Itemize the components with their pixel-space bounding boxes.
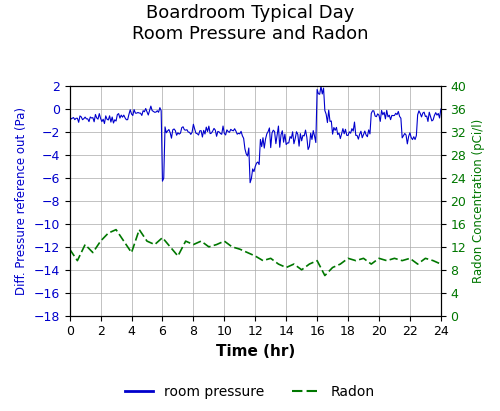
- room pressure: [70, 115, 76, 120]
- Radon: [353, 258, 359, 263]
- room pressure: [318, 84, 324, 89]
- Radon: [345, 256, 351, 261]
- Radon: [167, 245, 173, 249]
- Radon: [198, 239, 204, 244]
- Y-axis label: Diff. Pressure reference out (Pa): Diff. Pressure reference out (Pa): [15, 107, 28, 295]
- Radon: [376, 256, 382, 261]
- Radon: [291, 262, 297, 267]
- Radon: [392, 256, 398, 261]
- Radon: [222, 239, 228, 244]
- Radon: [175, 254, 181, 259]
- Radon: [244, 250, 250, 255]
- room pressure: [122, 115, 128, 120]
- Radon: [229, 245, 235, 249]
- room pressure: [190, 122, 196, 127]
- Radon: [152, 242, 158, 247]
- Radon: [283, 265, 289, 270]
- Radon: [399, 258, 405, 263]
- room pressure: [362, 129, 368, 134]
- Radon: [82, 242, 88, 247]
- Radon: [260, 258, 266, 263]
- Radon: [430, 258, 436, 263]
- Radon: [182, 239, 188, 244]
- Radon: [268, 256, 274, 261]
- Radon: [407, 256, 413, 261]
- Radon: [414, 262, 420, 267]
- Legend: room pressure, Radon: room pressure, Radon: [120, 379, 380, 404]
- Radon: [74, 258, 80, 263]
- Radon: [276, 262, 281, 267]
- Line: Radon: Radon: [70, 230, 441, 275]
- room pressure: [84, 116, 89, 121]
- Radon: [330, 265, 336, 270]
- Y-axis label: Radon Concentration (pCi/l): Radon Concentration (pCi/l): [472, 119, 485, 283]
- Radon: [298, 267, 304, 272]
- room pressure: [247, 180, 253, 185]
- Radon: [338, 262, 344, 267]
- Radon: [206, 245, 212, 249]
- Radon: [322, 273, 328, 278]
- Radon: [214, 242, 220, 247]
- Radon: [98, 239, 103, 244]
- Radon: [90, 250, 96, 255]
- Line: room pressure: room pressure: [70, 86, 441, 183]
- Radon: [306, 262, 312, 267]
- Radon: [144, 239, 150, 244]
- Radon: [360, 256, 366, 261]
- Radon: [384, 258, 390, 263]
- Radon: [237, 247, 243, 252]
- room pressure: [248, 176, 254, 181]
- Radon: [121, 239, 127, 244]
- Radon: [190, 242, 196, 247]
- Radon: [66, 247, 72, 252]
- Radon: [368, 262, 374, 267]
- Radon: [113, 227, 119, 232]
- Radon: [314, 258, 320, 263]
- Radon: [106, 231, 112, 236]
- Radon: [422, 256, 428, 261]
- Radon: [128, 250, 134, 255]
- Radon: [160, 235, 166, 240]
- Text: Boardroom Typical Day
Room Pressure and Radon: Boardroom Typical Day Room Pressure and …: [132, 4, 368, 43]
- Radon: [136, 227, 142, 232]
- room pressure: [438, 106, 444, 111]
- Radon: [438, 262, 444, 267]
- room pressure: [66, 113, 72, 118]
- X-axis label: Time (hr): Time (hr): [216, 344, 295, 359]
- Radon: [252, 254, 258, 259]
